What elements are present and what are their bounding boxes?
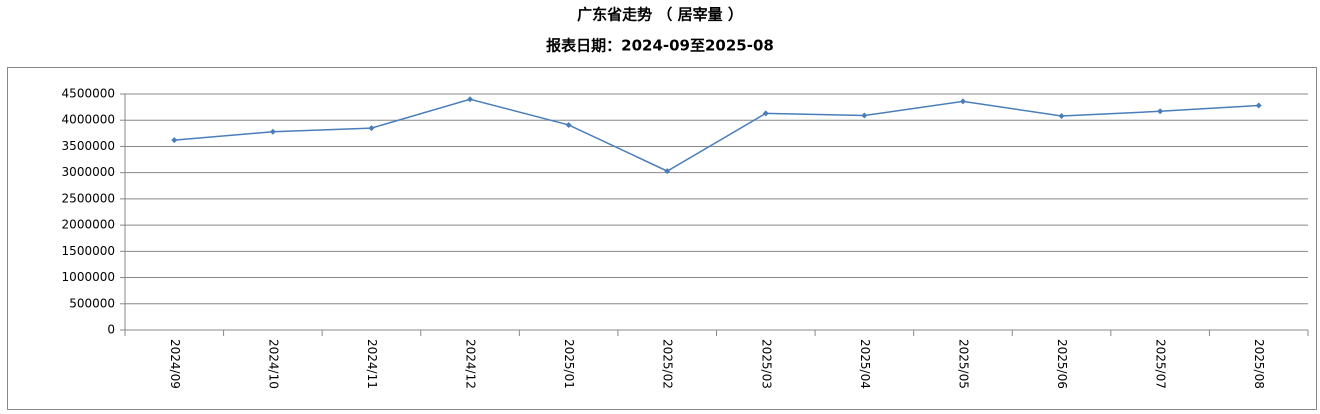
- x-tick-label: 2025/05: [956, 339, 970, 389]
- y-tick-label: 3000000: [62, 165, 115, 179]
- y-tick-label: 1000000: [62, 270, 115, 284]
- series-line: [174, 98, 1259, 172]
- point-marker: [1058, 113, 1065, 120]
- x-tick-label: 2025/06: [1055, 339, 1069, 389]
- point-marker: [1255, 102, 1262, 109]
- x-tick-label: 2025/02: [661, 339, 675, 389]
- point-marker: [368, 125, 375, 132]
- point-marker: [664, 168, 671, 175]
- point-marker: [861, 112, 868, 119]
- point-marker: [762, 110, 769, 117]
- y-tick-label: 0: [107, 323, 115, 337]
- x-tick-label: 2024/10: [266, 339, 280, 389]
- y-tick-label: 1500000: [62, 244, 115, 258]
- x-tick-label: 2024/11: [365, 339, 379, 389]
- x-tick-label: 2024/12: [464, 339, 478, 389]
- y-tick-label: 2000000: [62, 218, 115, 232]
- x-tick-label: 2025/04: [858, 339, 872, 389]
- chart-subtitle: 报表日期：2024-09至2025-08: [546, 37, 774, 55]
- point-marker: [565, 121, 572, 128]
- point-marker: [959, 98, 966, 105]
- x-tick-label: 2025/08: [1252, 339, 1266, 389]
- point-marker: [171, 137, 178, 144]
- chart-title: 广东省走势 （ 居宰量 ）: [577, 6, 743, 24]
- y-tick-label: 2500000: [62, 191, 115, 205]
- point-marker: [269, 128, 276, 135]
- chart-border: [7, 67, 1317, 410]
- y-tick-label: 4500000: [62, 87, 115, 101]
- x-tick-label: 2024/09: [168, 339, 182, 389]
- y-tick-label: 4000000: [62, 113, 115, 127]
- point-marker: [467, 96, 474, 103]
- x-tick-label: 2025/01: [562, 339, 576, 389]
- x-tick-label: 2025/07: [1154, 339, 1168, 389]
- y-tick-label: 3500000: [62, 139, 115, 153]
- x-tick-label: 2025/03: [759, 339, 773, 389]
- y-tick-label: 500000: [69, 296, 115, 310]
- point-marker: [1157, 108, 1164, 115]
